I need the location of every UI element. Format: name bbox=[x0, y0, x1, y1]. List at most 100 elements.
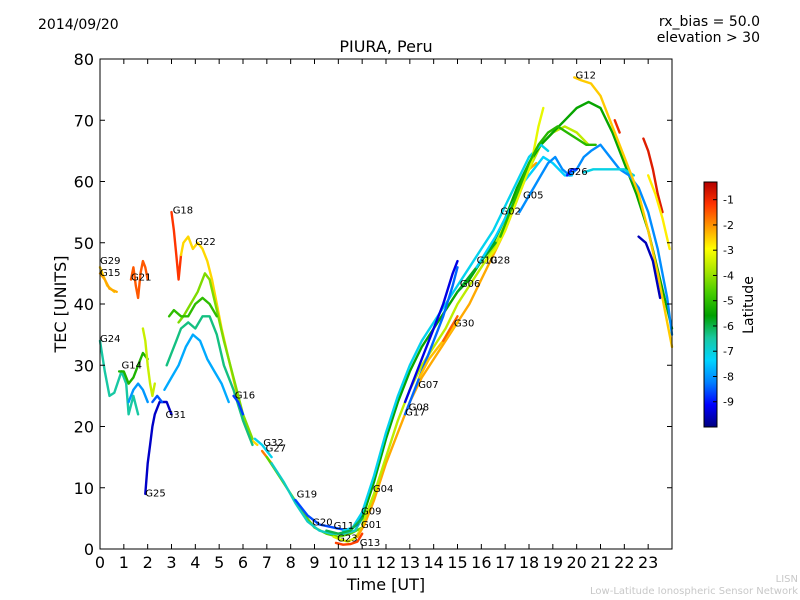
series-line-g15 bbox=[98, 272, 118, 293]
x-tick-label: 18 bbox=[519, 553, 539, 572]
x-tick-label: 0 bbox=[95, 553, 105, 572]
date-label: 2014/09/20 bbox=[38, 17, 119, 33]
colorbar-tick-label: -8 bbox=[723, 370, 734, 383]
series-line-g08 bbox=[403, 259, 459, 404]
colorbar-tick-label: -7 bbox=[723, 345, 734, 358]
x-tick-label: 17 bbox=[495, 553, 515, 572]
x-tick-label: 4 bbox=[190, 553, 200, 572]
series-line-g30 bbox=[442, 315, 459, 342]
y-tick-label: 40 bbox=[74, 295, 94, 314]
series-line-g26b bbox=[582, 168, 636, 177]
satellite-label-g04: G04 bbox=[373, 484, 393, 495]
series-line-g04 bbox=[361, 100, 674, 520]
satellite-label-g21: G21 bbox=[131, 273, 151, 284]
series-line-g31b bbox=[163, 333, 230, 404]
satellite-label-g19: G19 bbox=[297, 490, 317, 501]
series-line-g25 bbox=[144, 400, 173, 496]
series-line-g07 bbox=[418, 321, 459, 379]
satellite-label-g26: G26 bbox=[567, 167, 587, 178]
y-tick-label: 70 bbox=[74, 111, 94, 130]
x-tick-label: 3 bbox=[166, 553, 176, 572]
satellite-label-g22: G22 bbox=[195, 237, 215, 248]
series-line-g09 bbox=[361, 125, 590, 526]
satellite-label-g10: G10 bbox=[477, 256, 497, 267]
series-line-g25b bbox=[151, 394, 164, 404]
satellite-label-g17: G17 bbox=[405, 408, 425, 419]
satellite-label-g11: G11 bbox=[334, 521, 354, 532]
colorbar-ticks: -1 -2 -3 -4 -5 -6 -7 -8 -9 bbox=[713, 194, 734, 409]
x-tick-label: 23 bbox=[638, 553, 658, 572]
x-tick-label: 19 bbox=[543, 553, 563, 572]
series-line-g13 bbox=[334, 532, 364, 546]
series-line-g12c bbox=[642, 137, 664, 214]
y-tick-label: 20 bbox=[74, 418, 94, 437]
colorbar-rect bbox=[703, 181, 718, 428]
colorbar-label: Latitude bbox=[741, 276, 757, 334]
satellite-label-g07: G07 bbox=[418, 380, 438, 391]
satellite-label-g01: G01 bbox=[361, 520, 381, 531]
satellite-label-g15: G15 bbox=[100, 268, 120, 279]
satellite-label-g27: G27 bbox=[266, 444, 286, 455]
chart-title: PIURA, Peru bbox=[339, 37, 432, 56]
y-tick-label: 0 bbox=[84, 540, 94, 559]
x-tick-label: 5 bbox=[214, 553, 224, 572]
elevation-label: elevation > 30 bbox=[656, 30, 760, 46]
series-line-g14 bbox=[117, 351, 149, 385]
credit-acronym: LISN bbox=[775, 574, 798, 585]
colorbar-tick-label: -4 bbox=[723, 269, 734, 282]
x-tick-label: 11 bbox=[352, 553, 372, 572]
series-line-g19b bbox=[270, 462, 364, 535]
colorbar-tick-label: -6 bbox=[723, 320, 734, 333]
x-tick-label: 2 bbox=[143, 553, 153, 572]
y-axis-ticks: 0 10 20 30 40 50 60 70 80 bbox=[74, 50, 672, 559]
series-line-g32 bbox=[253, 437, 273, 459]
series-line-g12 bbox=[573, 76, 674, 349]
satellite-label-g23: G23 bbox=[337, 534, 357, 545]
plot-frame bbox=[99, 58, 673, 550]
satellite-label-g08: G08 bbox=[409, 403, 429, 414]
parameters-label: rx_bias = 50.0 elevation > 30 bbox=[657, 14, 760, 46]
x-tick-label: 22 bbox=[614, 553, 634, 572]
series-line-g14b bbox=[127, 382, 149, 404]
satellite-label-g02: G02 bbox=[500, 207, 520, 218]
series-line-g31 bbox=[165, 315, 254, 447]
series-line-g12d bbox=[647, 174, 671, 251]
satellite-label-g20: G20 bbox=[312, 518, 332, 529]
x-tick-label: 10 bbox=[328, 553, 348, 572]
y-tick-label: 30 bbox=[74, 356, 94, 375]
series-line-g20 bbox=[325, 517, 364, 535]
satellite-label-g05: G05 bbox=[523, 191, 543, 202]
series-line-g05 bbox=[518, 143, 674, 336]
x-axis-ticks: 0 1 2 3 4 5 6 7 8 9 10 11 12 13 14 15 16 17 18 19 20 21 22 23 bbox=[95, 59, 658, 572]
x-tick-label: 12 bbox=[376, 553, 396, 572]
y-tick-label: 50 bbox=[74, 234, 94, 253]
series-line-g22b bbox=[177, 272, 254, 440]
x-tick-label: 1 bbox=[119, 553, 129, 572]
colorbar-tick-label: -5 bbox=[723, 295, 734, 308]
colorbar-tick-label: -9 bbox=[723, 396, 734, 409]
series-line-g18 bbox=[170, 210, 183, 281]
x-tick-label: 21 bbox=[590, 553, 610, 572]
colorbar-tick-label: -3 bbox=[723, 244, 734, 257]
series-line-g21b bbox=[141, 327, 156, 398]
colorbar bbox=[703, 181, 718, 428]
x-tick-label: 9 bbox=[309, 553, 319, 572]
satellite-label-g29: G29 bbox=[100, 256, 120, 267]
satellite-label-g32: G32 bbox=[263, 438, 283, 449]
satellite-label-g13: G13 bbox=[360, 538, 380, 549]
satellite-label-g12: G12 bbox=[576, 71, 596, 82]
y-tick-label: 80 bbox=[74, 50, 94, 69]
series-line-g17 bbox=[403, 266, 459, 416]
series-line-g02 bbox=[499, 125, 597, 238]
satellite-label-g25: G25 bbox=[145, 488, 165, 499]
credit-fullname: Low-Latitude Ionospheric Sensor Network bbox=[590, 586, 798, 597]
satellite-label-g31: G31 bbox=[166, 410, 186, 421]
x-tick-label: 13 bbox=[400, 553, 420, 572]
x-tick-label: 6 bbox=[238, 553, 248, 572]
satellite-label-g09: G09 bbox=[361, 507, 381, 518]
series-line-g21 bbox=[129, 259, 149, 300]
x-tick-label: 8 bbox=[286, 553, 296, 572]
series-line-g28 bbox=[484, 106, 545, 263]
